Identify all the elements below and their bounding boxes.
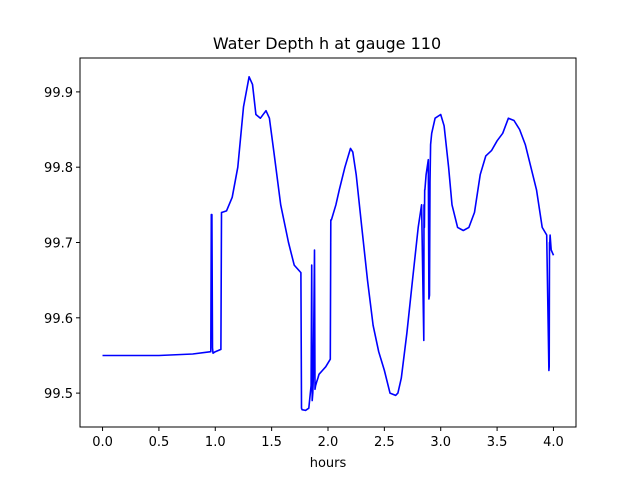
x-axis-ticks: 0.0 0.5 1.0 1.5 2.0 2.5 3.0 3.5 4.0 xyxy=(92,427,564,450)
y-tick-label: 99.6 xyxy=(44,312,73,327)
y-axis-ticks: 99.5 99.6 99.7 99.8 99.9 xyxy=(44,86,80,402)
plot-frame xyxy=(79,57,577,428)
chart-title: Water Depth h at gauge 110 xyxy=(213,34,441,53)
x-tick-label: 2.0 xyxy=(318,435,339,450)
x-tick-label: 3.0 xyxy=(430,435,451,450)
series-line-water-depth xyxy=(102,76,555,412)
plot-area xyxy=(80,58,576,427)
x-tick-label: 0.5 xyxy=(149,435,170,450)
x-axis-label: hours xyxy=(310,456,347,471)
y-tick-label: 99.5 xyxy=(44,387,73,402)
y-tick-label: 99.9 xyxy=(44,86,73,101)
x-tick-label: 0.0 xyxy=(92,435,113,450)
x-tick-label: 3.5 xyxy=(487,435,508,450)
y-tick-label: 99.8 xyxy=(44,161,73,176)
x-tick-label: 1.5 xyxy=(261,435,282,450)
x-tick-label: 2.5 xyxy=(374,435,395,450)
y-tick-label: 99.7 xyxy=(44,237,73,252)
x-tick-label: 4.0 xyxy=(543,435,564,450)
series-layer xyxy=(102,76,555,412)
x-tick-label: 1.0 xyxy=(205,435,226,450)
